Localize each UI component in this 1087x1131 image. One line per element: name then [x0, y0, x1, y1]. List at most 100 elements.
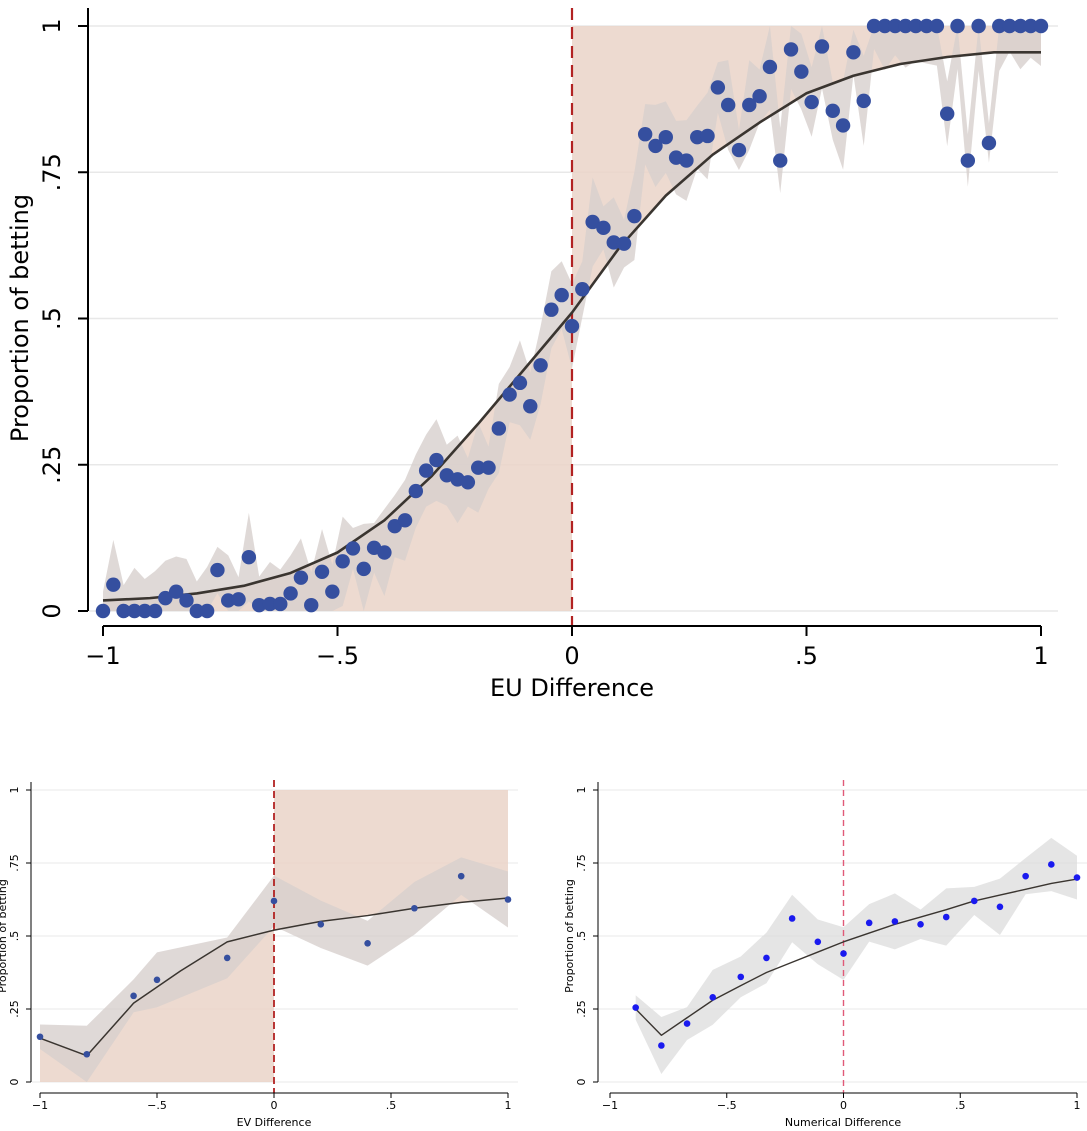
- data-point: [919, 18, 934, 34]
- data-point: [825, 103, 840, 119]
- data-point: [846, 45, 861, 60]
- data-point: [439, 468, 454, 483]
- data-point: [752, 89, 767, 104]
- data-point: [616, 236, 632, 251]
- y-tick-label: .5: [8, 931, 21, 942]
- data-point: [504, 896, 512, 903]
- y-axis-label: Proportion of betting: [6, 194, 34, 442]
- data-point: [942, 913, 950, 921]
- y-tick-label: .25: [575, 1000, 588, 1018]
- data-point: [273, 596, 288, 612]
- data-point: [251, 597, 267, 613]
- y-tick-label: .5: [575, 931, 588, 942]
- data-point: [153, 976, 161, 984]
- data-point: [158, 590, 173, 606]
- data-point: [908, 18, 923, 34]
- fitted-curve: [635, 878, 1078, 1036]
- data-point: [137, 603, 152, 619]
- fit-line: [102, 51, 1041, 602]
- data-point: [709, 994, 717, 1001]
- y-tick-label: .75: [8, 854, 21, 872]
- x-tick-labels: −1 −.5 0 .5 1: [85, 642, 1048, 670]
- data-point: [1048, 861, 1055, 868]
- data-point: [585, 214, 600, 230]
- numerical-difference-chart: −1 −.5 0 .5 1 0 .25 .5 .75 1 Numerical Differenc…: [563, 780, 1087, 1129]
- data-point: [1033, 18, 1049, 34]
- data-point: [627, 208, 642, 224]
- y-tick-label: 1: [38, 18, 66, 33]
- data-point: [632, 1004, 639, 1011]
- data-point: [971, 18, 986, 34]
- data-point: [231, 592, 246, 607]
- y-tick-label: .75: [575, 854, 588, 872]
- data-point: [731, 142, 747, 158]
- data-point: [270, 897, 278, 905]
- y-tick-label: 1: [575, 787, 588, 794]
- x-tick-label: 0: [271, 1099, 278, 1112]
- confidence-band: [635, 837, 1077, 1074]
- y-axis-label: Proportion of betting: [0, 879, 9, 993]
- data-point: [773, 153, 788, 168]
- data-point: [683, 1020, 691, 1027]
- data-point: [418, 463, 434, 478]
- data-point: [481, 460, 496, 475]
- x-tick-label: 0: [564, 642, 579, 670]
- confidence-band-overlay: [40, 857, 508, 1082]
- data-point: [460, 475, 476, 490]
- data-point: [950, 18, 965, 34]
- x-tick-label: 0: [840, 1099, 847, 1112]
- data-point: [304, 597, 319, 613]
- fitted-curve: [39, 897, 509, 1057]
- data-point: [814, 39, 830, 54]
- data-point: [940, 106, 955, 121]
- data-point: [533, 358, 548, 373]
- data-point: [575, 282, 590, 297]
- data-point: [116, 603, 131, 619]
- x-tick-label: −1: [602, 1099, 618, 1112]
- shade-negative-region: [103, 312, 572, 611]
- data-point: [83, 1050, 91, 1058]
- data-point: [877, 18, 893, 34]
- y-tick-label: 0: [38, 603, 66, 618]
- data-point: [992, 18, 1007, 34]
- axes: [78, 8, 1042, 636]
- data-point: [637, 127, 653, 142]
- axes: [593, 782, 1078, 1098]
- data-point: [345, 541, 361, 556]
- data-points: [36, 872, 512, 1058]
- data-point: [317, 921, 325, 928]
- y-tick-labels: 0 .25 .5 .75 1: [575, 787, 588, 1086]
- fit-line: [39, 897, 509, 1057]
- data-point: [763, 954, 770, 962]
- data-point: [737, 973, 745, 981]
- data-point: [804, 94, 819, 110]
- data-point: [491, 421, 507, 436]
- data-point: [596, 220, 611, 236]
- fitted-curve: [102, 51, 1041, 602]
- confidence-band: [40, 857, 508, 1082]
- x-tick-label: −.5: [316, 642, 359, 670]
- y-axis-label: Proportion of betting: [563, 879, 576, 993]
- y-tick-label: 1: [8, 787, 21, 794]
- data-point: [866, 18, 882, 34]
- data-point: [835, 118, 851, 133]
- data-point: [960, 153, 976, 168]
- x-tick-label: .5: [386, 1099, 397, 1112]
- data-point: [1013, 18, 1028, 34]
- data-point: [429, 452, 444, 468]
- data-point: [720, 97, 736, 113]
- data-point: [262, 596, 278, 612]
- data-point: [840, 950, 847, 957]
- y-tick-label: 0: [8, 1079, 21, 1086]
- data-point: [471, 460, 486, 475]
- data-point: [1022, 872, 1029, 880]
- data-points: [632, 861, 1081, 1049]
- data-point: [241, 549, 257, 565]
- x-tick-label: −1: [32, 1099, 48, 1112]
- fit-line: [635, 878, 1078, 1036]
- data-point: [168, 584, 184, 599]
- data-point: [742, 97, 757, 113]
- data-point: [523, 399, 538, 414]
- confidence-band-area: [635, 837, 1077, 1074]
